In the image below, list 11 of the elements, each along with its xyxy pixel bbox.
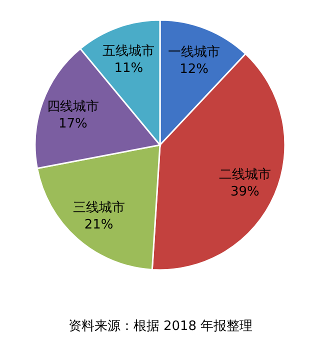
text: 资料来源：根据 2018 年报整理: [68, 319, 253, 334]
slice-label: 三线城市: [72, 200, 125, 216]
slice-label: 四线城市: [46, 100, 99, 115]
slice-label: 五线城市: [102, 44, 155, 59]
slice-label: 一线城市: [168, 44, 220, 60]
data-label: 11%: [114, 60, 144, 76]
data-label: 17%: [58, 116, 88, 132]
slice-label: 二线城市: [218, 168, 271, 183]
data-label: 12%: [180, 62, 209, 77]
data-label: 21%: [84, 217, 114, 232]
data-label: 39%: [230, 184, 260, 200]
